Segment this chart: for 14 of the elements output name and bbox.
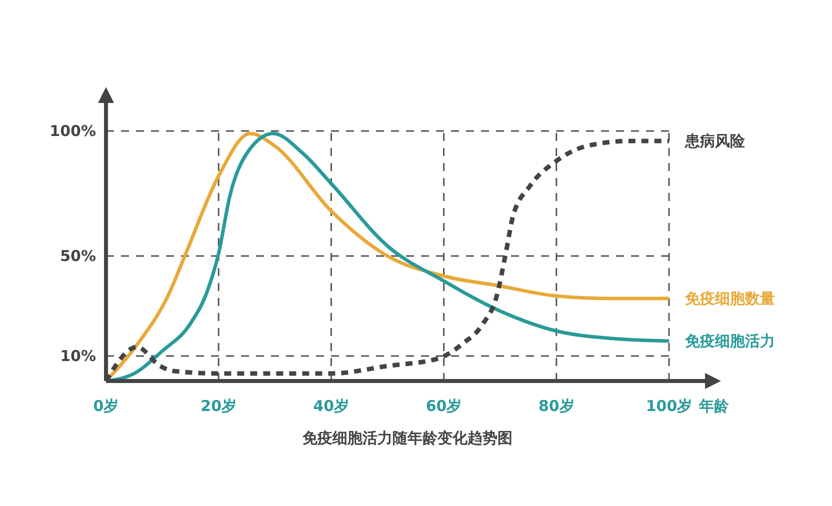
x-tick-label: 60岁 [426, 397, 462, 415]
y-tick-label: 50% [60, 247, 96, 265]
x-tick-label: 100岁 [646, 397, 692, 415]
x-tick-label: 20岁 [200, 397, 237, 415]
y-tick-label: 100% [50, 122, 96, 140]
x-axis-title: 年龄 [698, 397, 730, 415]
series-label: 免疫细胞活力 [684, 332, 775, 350]
x-tick-label: 40岁 [313, 397, 350, 415]
series-label: 免疫细胞数量 [684, 290, 775, 308]
series-label: 患病风险 [684, 132, 746, 150]
x-tick-label: 0岁 [93, 397, 119, 415]
y-tick-label: 10% [60, 347, 96, 365]
text: 免疫细胞活力随年龄变化趋势图 [302, 429, 512, 447]
x-tick-label: 80岁 [538, 397, 574, 415]
